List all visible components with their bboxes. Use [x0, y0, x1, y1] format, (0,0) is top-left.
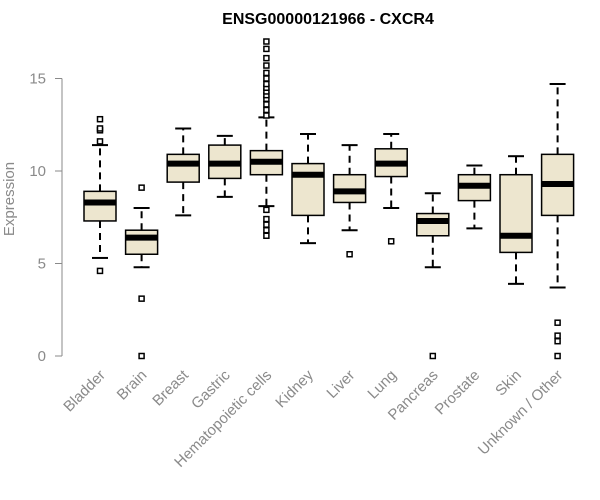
outlier-point: [554, 352, 561, 360]
outlier-point: [346, 251, 353, 258]
outlier-point: [96, 125, 104, 132]
outlier-point: [138, 295, 145, 302]
box-iqr: [124, 229, 159, 255]
category-label: Skin: [492, 367, 525, 400]
outlier-point: [263, 226, 270, 234]
outlier-point: [96, 267, 104, 275]
box-gastric: [208, 134, 242, 198]
outlier-point: [138, 184, 145, 191]
y-tick-label: 0: [38, 348, 46, 365]
y-tick-label: 10: [29, 163, 46, 180]
outlier-point: [263, 54, 270, 62]
box-brain: [124, 184, 159, 360]
box-iqr: [499, 173, 533, 254]
box-kidney: [291, 133, 325, 245]
outlier-point: [263, 221, 270, 228]
category-label: Kidney: [272, 366, 317, 411]
outlier-point: [263, 206, 270, 214]
outlier-point: [263, 45, 270, 53]
y-axis-label: Expression: [1, 162, 18, 236]
outlier-point: [96, 115, 104, 123]
box-iqr: [291, 162, 325, 217]
outlier-point: [263, 101, 270, 108]
outlier-point: [387, 238, 395, 245]
box-iqr: [166, 153, 200, 183]
outlier-point: [263, 106, 270, 114]
outlier-point: [554, 332, 561, 339]
box-liver: [332, 144, 367, 258]
outlier-point: [263, 112, 270, 119]
box-bladder: [83, 115, 117, 275]
outlier-point: [263, 215, 270, 223]
plot-area: [83, 38, 575, 360]
outlier-point: [263, 38, 270, 45]
outlier-point: [263, 69, 270, 77]
box-iqr: [83, 190, 117, 222]
box-iqr: [416, 212, 450, 237]
outlier-point: [554, 337, 561, 345]
category-label: Brain: [114, 367, 151, 404]
outlier-point: [263, 232, 270, 239]
outlier-point: [554, 319, 561, 326]
box-lung: [374, 133, 408, 245]
y-tick-label: 5: [38, 256, 46, 273]
outlier-point: [263, 62, 270, 69]
box-unknown-other: [540, 83, 575, 360]
category-label: Lung: [364, 367, 400, 403]
category-label: Breast: [149, 366, 192, 409]
outlier-point: [263, 80, 270, 88]
box-breast: [166, 127, 200, 217]
chart-title: ENSG00000121966 - CXCR4: [222, 11, 434, 28]
category-label: Liver: [323, 367, 358, 402]
y-tick-label: 15: [29, 71, 46, 88]
outlier-point: [138, 352, 145, 360]
box-pancreas: [416, 192, 450, 360]
outlier-point: [429, 352, 437, 360]
box-prostate: [457, 164, 492, 230]
category-label: Prostate: [432, 367, 484, 419]
outlier-point: [96, 138, 104, 145]
y-axis: 0 5 10 15: [29, 71, 63, 365]
box-skin: [499, 155, 533, 285]
category-label: Bladder: [60, 367, 109, 416]
outlier-point: [263, 75, 270, 82]
box-hematopoietic-cells: [249, 38, 284, 239]
